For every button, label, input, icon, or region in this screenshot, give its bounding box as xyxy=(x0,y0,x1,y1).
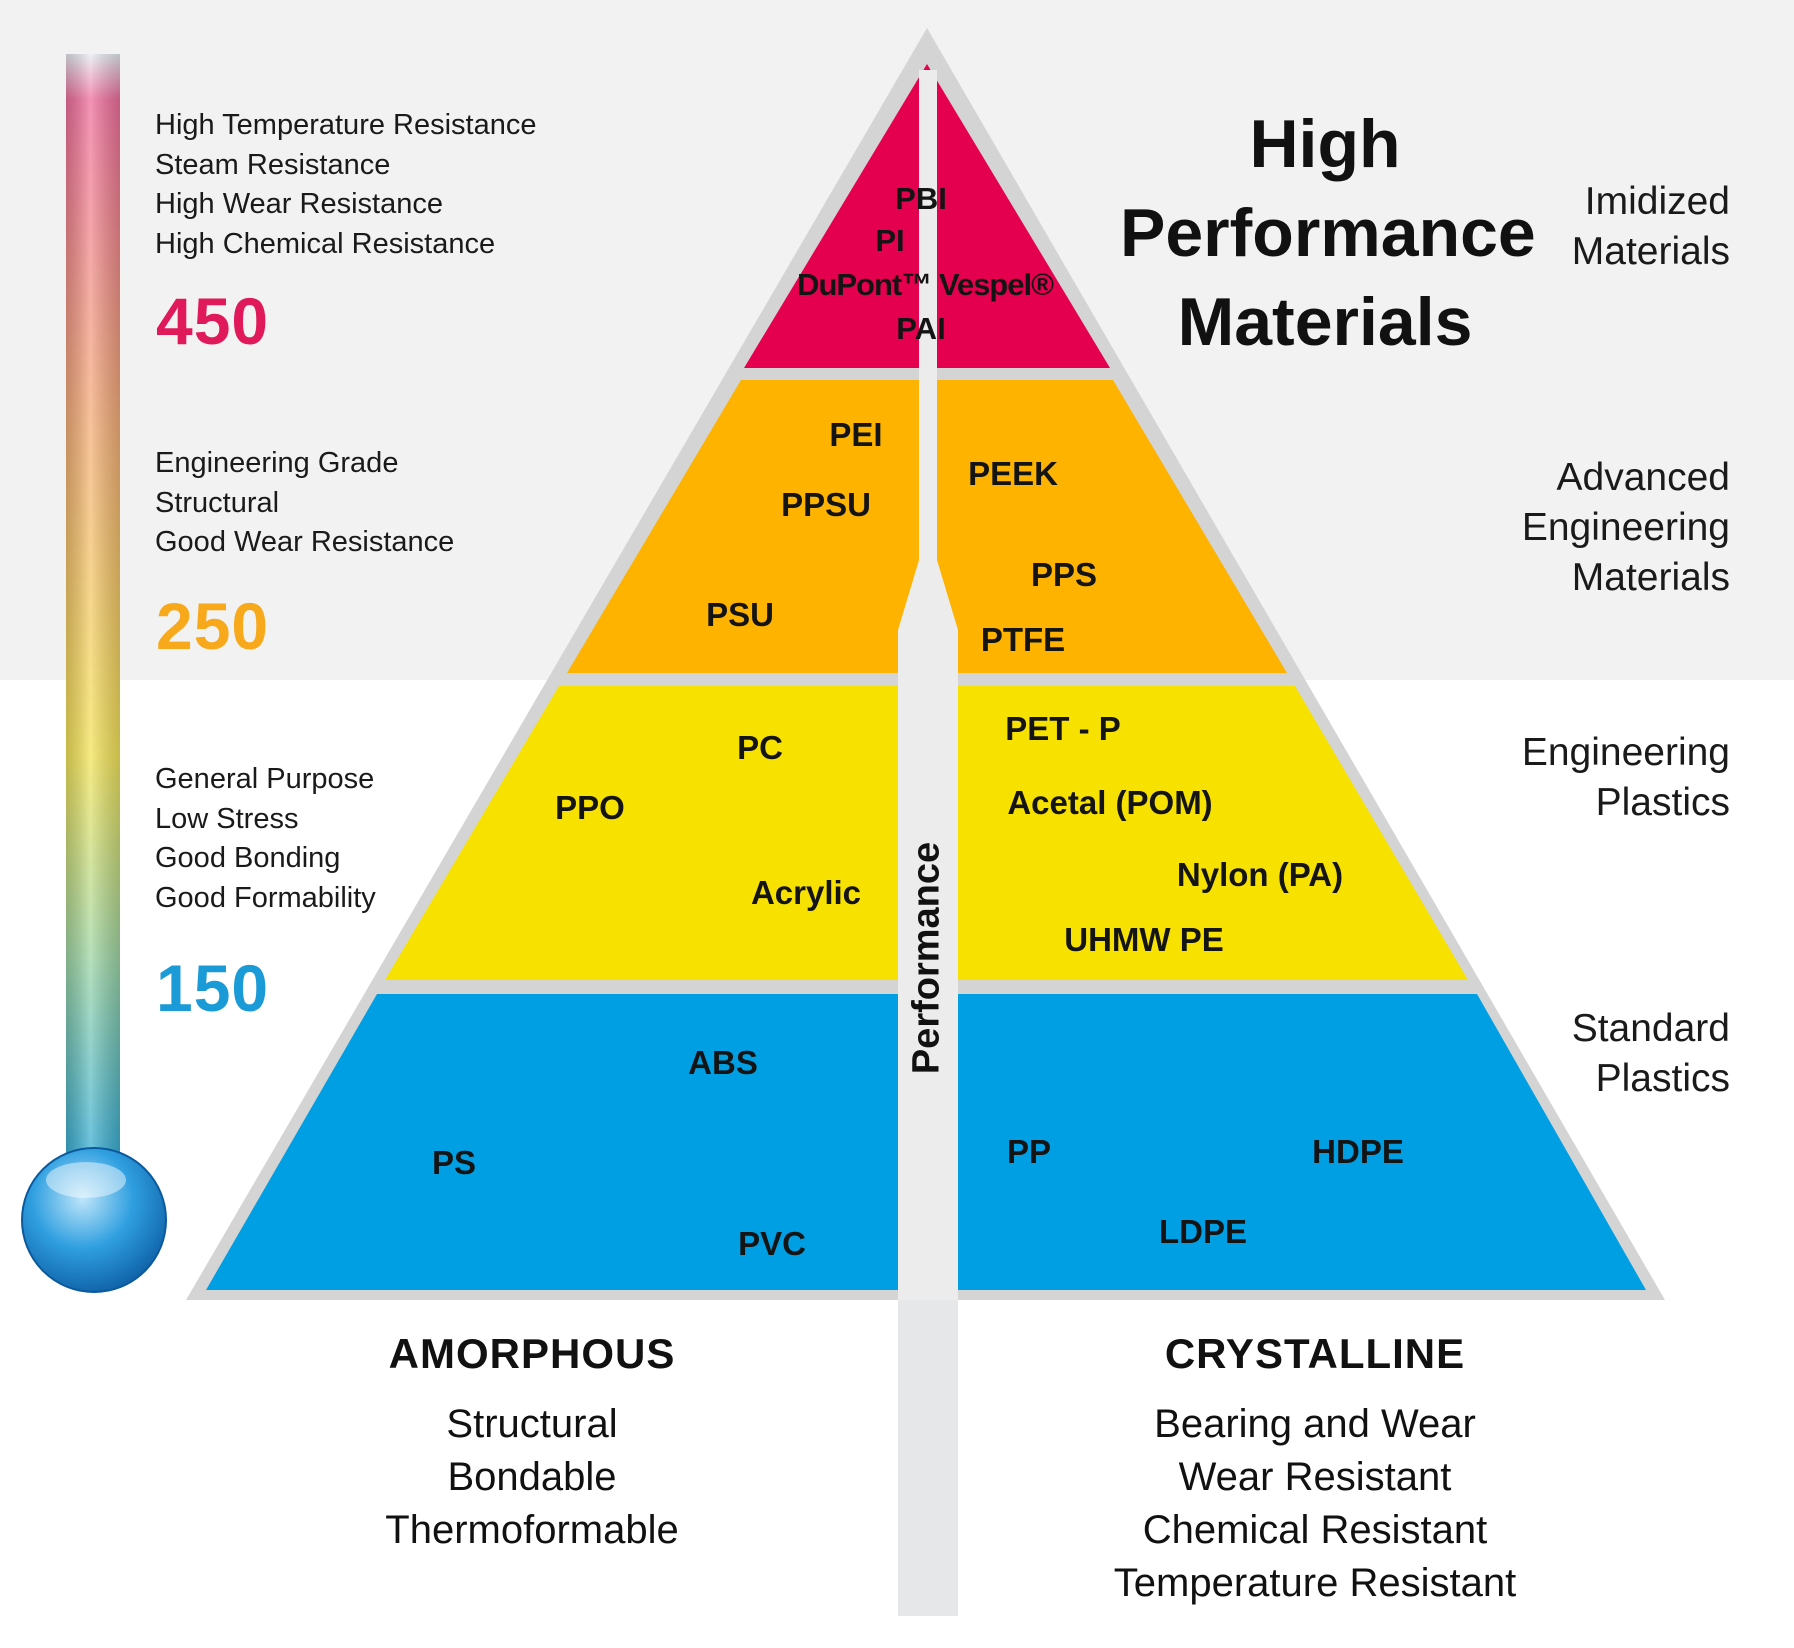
material-label: PPS xyxy=(1030,556,1098,593)
performance-stripe-stem xyxy=(898,1300,958,1616)
material-label: DuPont™ Vespel® xyxy=(797,267,1054,302)
material-label: PAI xyxy=(896,311,946,346)
performance-label: Performance xyxy=(905,841,948,1075)
diagram-title: High Performance Materials xyxy=(1120,106,1536,360)
material-label: PTFE xyxy=(980,621,1066,658)
temperature-250: 250 xyxy=(156,589,270,663)
material-label: Acrylic xyxy=(750,874,862,911)
material-label: PBI xyxy=(895,181,947,216)
column-properties-amorphous: Structural Bondable Thermoformable xyxy=(385,1402,679,1552)
feature-text: Good Formability xyxy=(155,881,376,914)
thermometer-bulb xyxy=(21,1147,167,1293)
tier-label-imidized: Imidized Materials xyxy=(1571,180,1730,273)
performance-stripe xyxy=(898,70,958,1300)
feature-text: High Temperature Resistance xyxy=(155,109,537,141)
feature-text: Engineering Grade xyxy=(155,447,399,479)
material-label: PSU xyxy=(706,596,774,633)
material-label: PPSU xyxy=(781,486,871,523)
material-label: Nylon (PA) xyxy=(1176,856,1344,893)
feature-text: General Purpose xyxy=(155,763,375,795)
thermometer-bulb-highlight xyxy=(46,1162,126,1198)
material-label: Acetal (POM) xyxy=(1007,784,1213,821)
features-150: General Purpose Low Stress Good Bonding … xyxy=(155,760,376,918)
tier-label-standard: Standard Plastics xyxy=(1571,1007,1730,1100)
tier-label-engineering: Engineering Plastics xyxy=(1521,731,1730,824)
feature-text: Good Wear Resistance xyxy=(155,526,455,558)
features-450: High Temperature Resistance Steam Resist… xyxy=(155,106,537,264)
feature-text: High Chemical Resistance xyxy=(155,227,496,260)
features-250: Engineering Grade Structural Good Wear R… xyxy=(155,444,454,563)
material-label: PP xyxy=(1006,1133,1052,1170)
column-heading-crystalline: CRYSTALLINE xyxy=(1164,1330,1466,1377)
tier-label-advanced: Advanced Engineering Materials xyxy=(1521,456,1730,599)
material-label: PET - P xyxy=(1005,710,1121,747)
material-label: PPO xyxy=(555,789,625,826)
material-label: LDPE xyxy=(1158,1213,1248,1250)
material-label: PEEK xyxy=(968,455,1058,492)
material-label: HDPE xyxy=(1312,1133,1404,1170)
column-properties-crystalline: Bearing and Wear Wear Resistant Chemical… xyxy=(1113,1402,1517,1605)
material-label: PS xyxy=(431,1144,477,1181)
material-label: UHMW PE xyxy=(1064,921,1224,958)
temperature-450: 450 xyxy=(156,284,270,358)
material-label: PC xyxy=(737,729,783,766)
feature-text: Low Stress xyxy=(155,802,299,835)
material-label: PEI xyxy=(829,416,883,453)
material-label: PVC xyxy=(738,1225,806,1262)
feature-text: High Wear Resistance xyxy=(155,188,443,220)
material-label: PI xyxy=(875,223,905,258)
thermometer-tube-shading xyxy=(66,54,120,1184)
feature-text: Structural xyxy=(155,486,280,519)
material-label: ABS xyxy=(688,1044,758,1081)
feature-text: Good Bonding xyxy=(155,842,341,874)
temperature-150: 150 xyxy=(156,951,270,1025)
feature-text: Steam Resistance xyxy=(155,148,391,181)
column-heading-amorphous: AMORPHOUS xyxy=(388,1330,676,1377)
